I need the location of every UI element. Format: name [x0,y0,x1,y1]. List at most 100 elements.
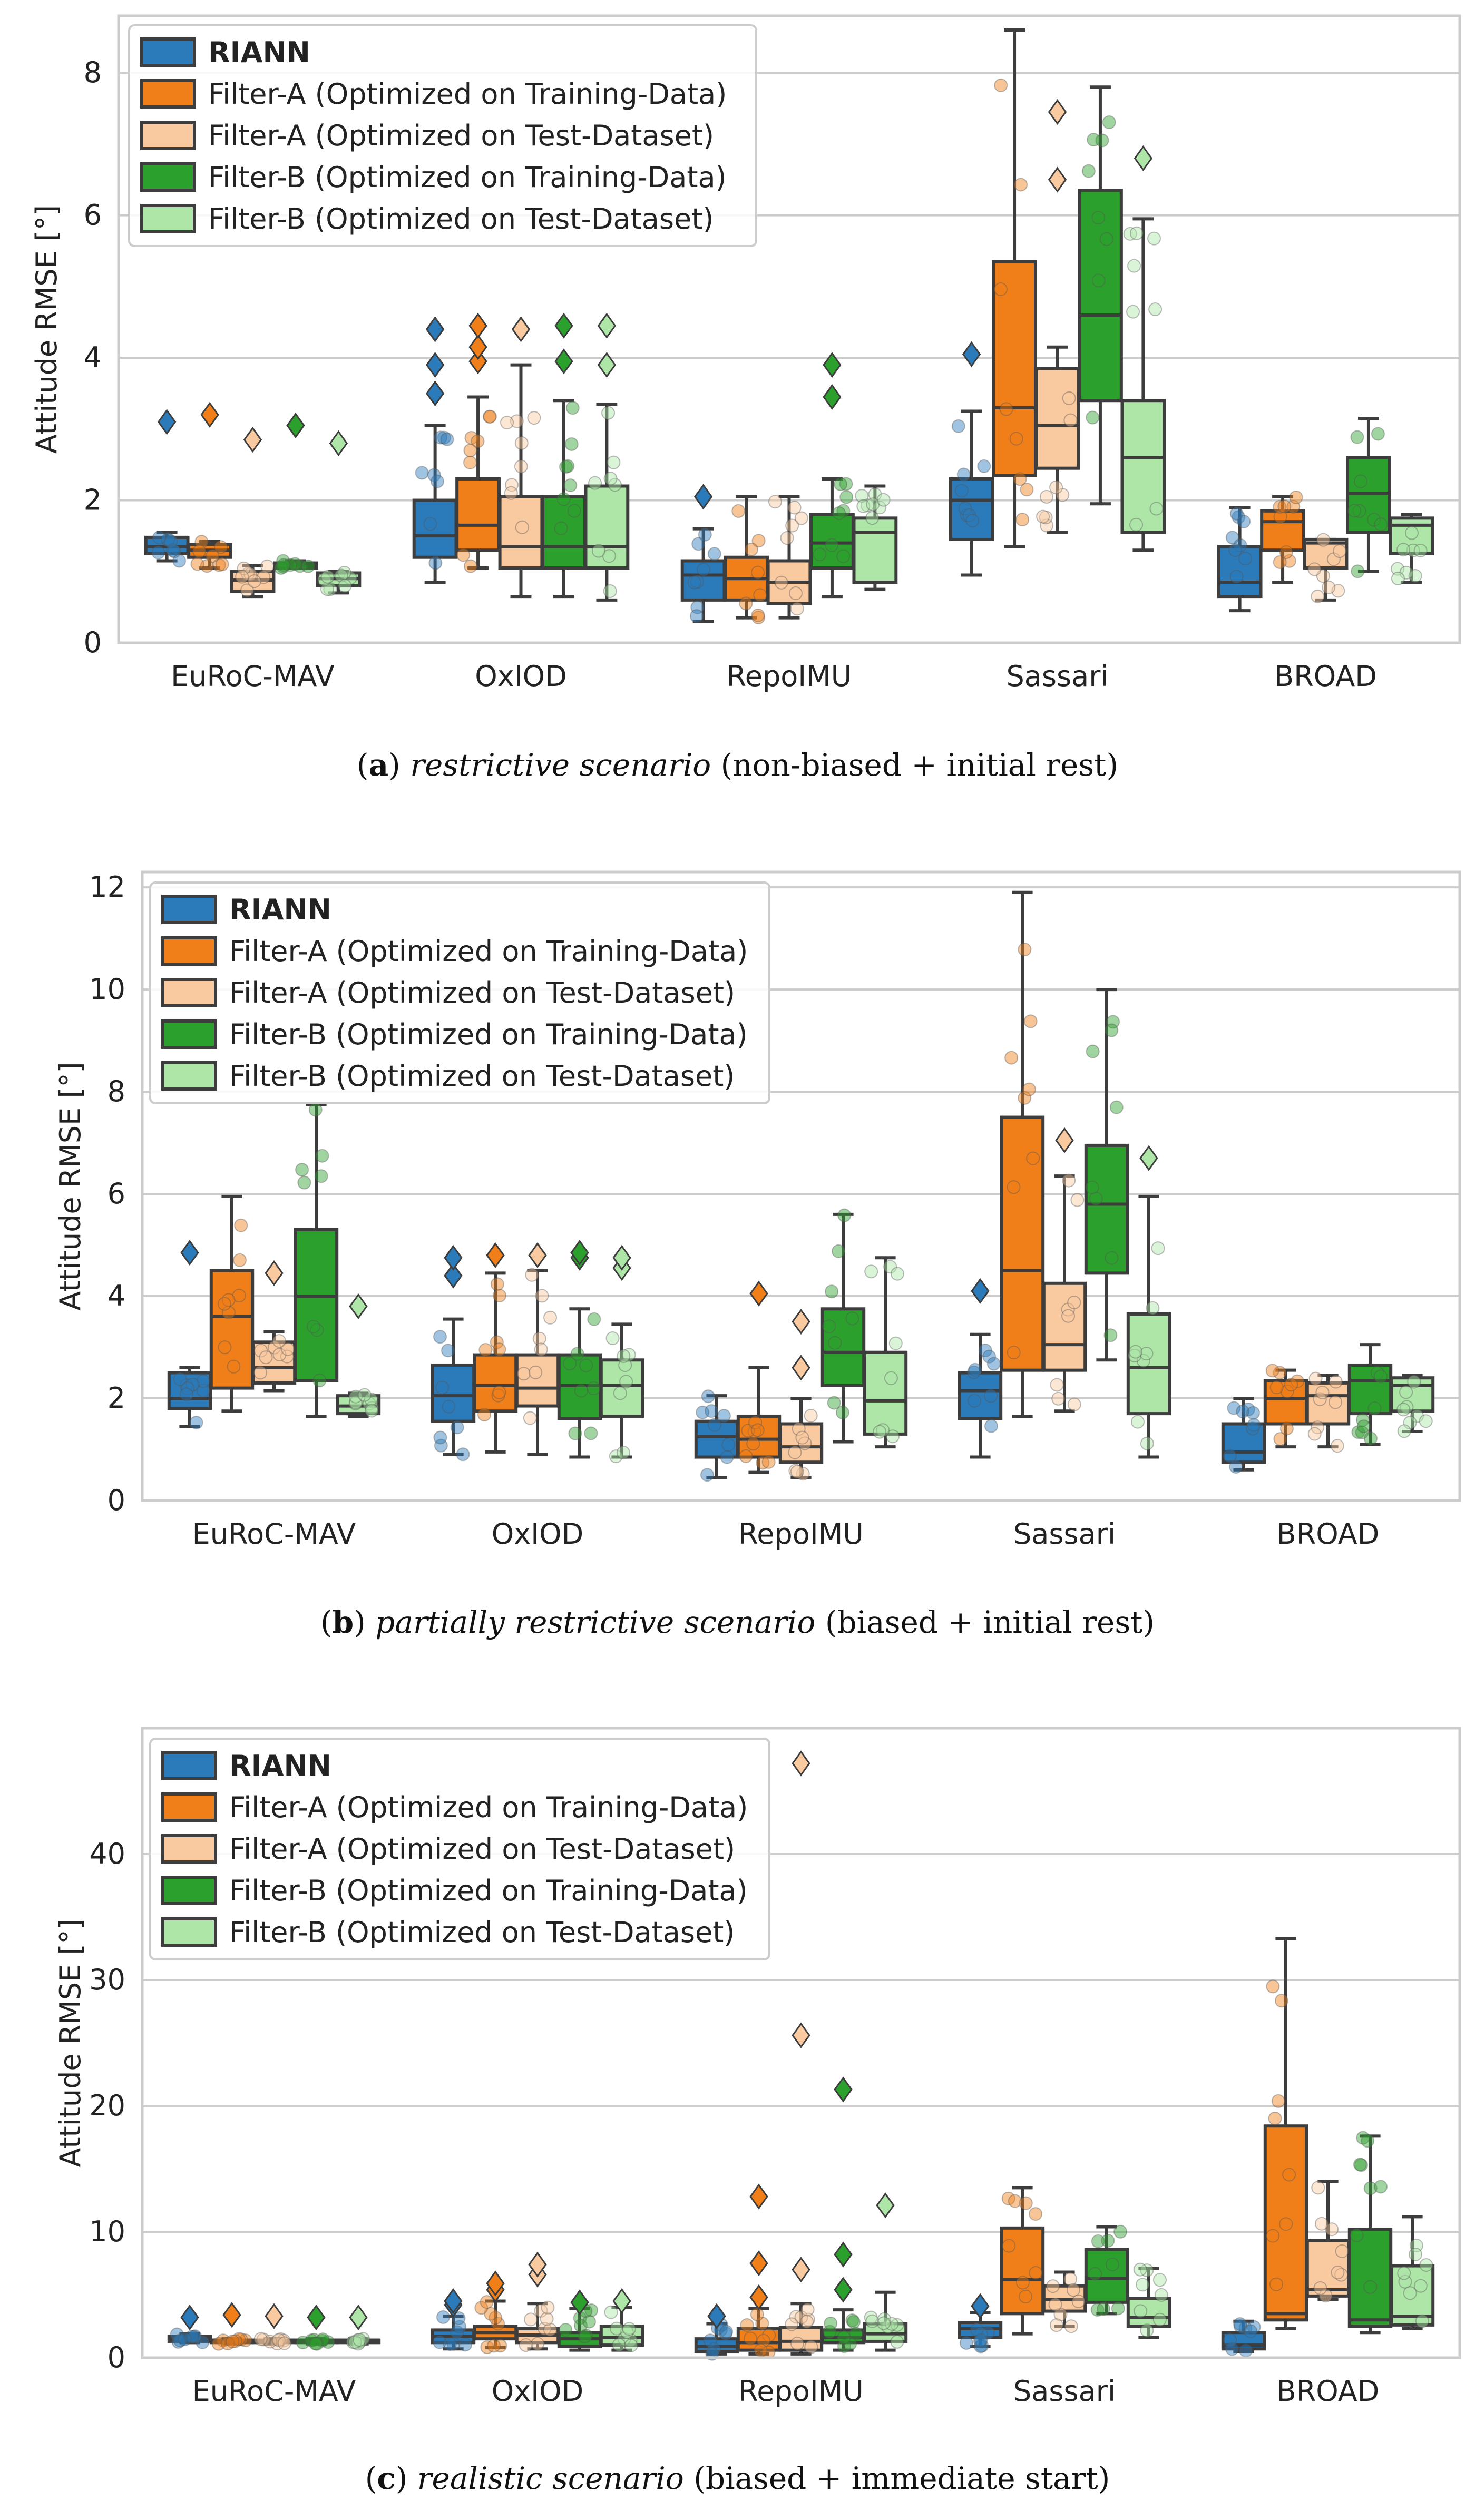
strip-point [794,511,808,525]
strip-point [1136,2278,1150,2292]
strip-point [970,2322,984,2337]
strip-point [1351,564,1365,578]
strip-point [218,1340,232,1355]
outlier-point [349,1293,368,1319]
strip-point [610,2321,624,2336]
strip-point [463,455,477,469]
legend-swatch-filter-b-optimized-on-test-dataset [161,1917,217,1947]
x-tick-label-sassari: Sassari [1007,660,1109,693]
x-tick-label-repoimu: RepoIMU [738,2375,864,2408]
strip-point [787,501,802,515]
strip-point [751,534,766,548]
legend-box [149,1738,770,1960]
strip-point [1013,472,1027,486]
strip-point [346,2335,360,2349]
outlier-point [528,1242,547,1269]
strip-point [559,2323,573,2337]
strip-point [491,2317,505,2331]
strip-point [1067,1397,1081,1411]
strip-point [190,557,204,571]
box-riann-repoimu [694,2303,739,2361]
y-tick-label: 6 [84,199,102,232]
strip-point [280,1349,294,1364]
strip-point [1223,1449,1237,1463]
strip-point [493,2339,507,2353]
strip-point [1136,1354,1150,1368]
strip-point [794,2310,808,2325]
strip-point [839,477,853,491]
strip-point [579,1358,593,1372]
legend-label-filter-a-optimized-on-test-dataset: Filter-A (Optimized on Test-Dataset) [229,976,735,1009]
y-tick-label: 10 [89,2215,125,2248]
strip-point [276,560,290,574]
strip-point [1046,2279,1060,2293]
strip-point [1353,474,1367,488]
strip-point [433,1430,447,1445]
strip-point [1062,1173,1076,1188]
strip-point [785,518,799,533]
strip-point [1407,1375,1421,1389]
strip-point [232,1253,247,1267]
strip-point [885,2317,899,2331]
strip-point [845,2313,859,2328]
strip-point [1061,1309,1076,1323]
x-tick-label-euroc-mav: EuRoC-MAV [192,2375,356,2408]
strip-point [792,1421,806,1436]
strip-point [1026,1151,1040,1165]
strip-point [1101,2233,1115,2248]
strip-point [263,2335,277,2349]
strip-point [836,504,851,518]
strip-point [960,508,974,522]
strip-point [272,1334,286,1348]
strip-point [1356,1419,1371,1434]
strip-point [959,2336,973,2350]
strip-point [516,1367,531,1381]
strip-point [837,2330,851,2345]
strip-point [446,2337,461,2351]
legend-label-filter-a-optimized-on-training-data: Filter-A (Optimized on Training-Data) [229,1791,748,1824]
box-filter-a-optimized-on-training-data-sassari [1000,2186,1045,2336]
strip-point [357,1388,372,1402]
box-filter-a-optimized-on-training-data-repoimu [736,2183,782,2359]
strip-point [1236,1405,1250,1419]
strip-point [164,534,178,548]
outlier-point [265,1260,284,1286]
outlier-point [971,1278,990,1304]
strip-point [1066,2283,1080,2297]
box-body [1347,2228,1393,2328]
legend-swatch-filter-b-optimized-on-training-data [140,162,196,192]
strip-point [308,1103,323,1117]
strip-point [1134,2304,1148,2318]
strip-point [958,502,972,516]
strip-point [1313,1392,1327,1406]
outlier-point [792,2022,810,2048]
strip-point [619,1375,633,1389]
strip-point [482,409,496,424]
x-tick-label-repoimu: RepoIMU [738,1517,864,1551]
box-filter-a-optimized-on-training-data-repoimu [724,495,769,624]
strip-point [1279,1421,1294,1436]
strip-point [837,1208,852,1222]
strip-point [1040,518,1054,533]
strip-point [1123,227,1137,241]
strip-point [1413,2279,1428,2293]
caption-a-detail: (non-biased + initial rest) [720,747,1119,783]
strip-point [1062,391,1076,405]
strip-point [1308,1371,1323,1386]
strip-point [579,2328,593,2342]
strip-point [559,459,573,474]
strip-point [1419,2258,1433,2272]
strip-point [573,2319,588,2333]
strip-point [441,1344,455,1358]
strip-point [433,2335,447,2349]
strip-point [1091,211,1106,225]
strip-point [161,532,175,546]
legend-label-riann: RIANN [229,893,331,926]
strip-point [1238,2321,1253,2335]
strip-point [464,430,478,445]
box-body [1084,2248,1129,2304]
outlier-point [823,352,842,378]
strip-point [974,2333,988,2347]
strip-point [795,1430,809,1445]
